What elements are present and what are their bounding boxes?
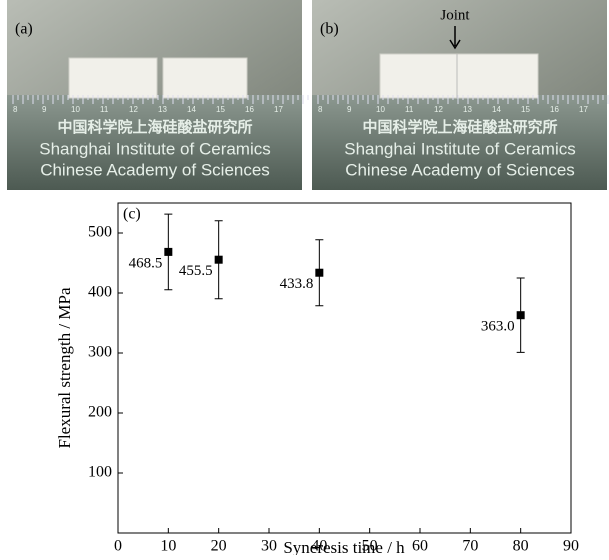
ruler-number: 12 xyxy=(434,105,443,114)
ruler-number: 11 xyxy=(405,105,414,114)
y-tick-label: 500 xyxy=(88,224,112,241)
photo: Joint (b) 8 9 10 11 12 13 14 15 16 17 中国科学院上海硅酸盐研究所 S… xyxy=(312,0,609,190)
ruler-number: 14 xyxy=(492,105,501,114)
x-tick-label: 70 xyxy=(462,538,478,555)
ruler-number: 10 xyxy=(71,105,80,114)
panel-label: (b) xyxy=(320,21,339,38)
ruler-title: 中国科学院上海硅酸盐研究所 xyxy=(362,118,557,136)
y-tick-label: 400 xyxy=(88,284,112,301)
x-tick-label: 60 xyxy=(412,538,428,555)
ruler-number: 17 xyxy=(274,105,283,114)
ruler-number: 8 xyxy=(318,105,323,114)
ruler-number: 8 xyxy=(13,105,18,114)
ceramic-block xyxy=(380,54,538,98)
ruler-number: 11 xyxy=(100,105,109,114)
x-tick-label: 0 xyxy=(114,538,122,555)
annotation: Joint xyxy=(440,7,470,23)
ruler-number: 15 xyxy=(521,105,530,114)
ceramic-block xyxy=(163,58,247,98)
y-tick-label: 200 xyxy=(88,404,112,421)
ruler-number: 13 xyxy=(158,105,167,114)
ruler-number: 17 xyxy=(579,105,588,114)
point xyxy=(164,248,172,256)
ruler-text: Chinese Academy of Sciences xyxy=(345,160,575,179)
x-tick-label: 10 xyxy=(160,538,176,555)
value-label: 455.5 xyxy=(179,263,213,279)
point xyxy=(517,311,525,319)
ruler-number: 15 xyxy=(216,105,225,114)
ruler-number: 9 xyxy=(347,105,352,114)
y-axis-label: Flexural strength / MPa xyxy=(55,287,74,448)
ceramic-block xyxy=(69,58,157,98)
value-label: 468.5 xyxy=(129,255,163,271)
value-label: 363.0 xyxy=(481,319,515,335)
ruler-text: Chinese Academy of Sciences xyxy=(40,160,270,179)
value-label: 433.8 xyxy=(280,276,314,292)
panel-label: (c) xyxy=(123,206,141,223)
photo: (a) 8 9 10 11 12 13 14 15 16 17 中国科学院上海硅酸盐研究所 Shangh… xyxy=(7,0,308,190)
ruler-number: 9 xyxy=(42,105,47,114)
ruler-number: 10 xyxy=(376,105,385,114)
x-axis-label: Syneresis time / h xyxy=(283,538,405,555)
ruler-number: 13 xyxy=(463,105,472,114)
x-tick-label: 40 xyxy=(311,538,327,555)
ruler-number: 14 xyxy=(187,105,196,114)
ruler-text: Shanghai Institute of Ceramics xyxy=(39,139,271,158)
point xyxy=(215,256,223,264)
ruler-number: 16 xyxy=(245,105,254,114)
x-tick-label: 50 xyxy=(362,538,378,555)
x-tick-label: 90 xyxy=(563,538,579,555)
panel-label: (a) xyxy=(15,21,33,38)
ruler-number: 16 xyxy=(550,105,559,114)
y-tick-label: 100 xyxy=(88,464,112,481)
ruler-text: Shanghai Institute of Ceramics xyxy=(344,139,576,158)
x-tick-label: 80 xyxy=(513,538,529,555)
plot-frame xyxy=(118,203,571,533)
ruler-title: 中国科学院上海硅酸盐研究所 xyxy=(57,118,252,136)
figure: (a) 8 9 10 11 12 13 14 15 16 17 中国科学院上海硅酸盐研究所 Shangh… xyxy=(0,0,609,555)
x-tick-label: 30 xyxy=(261,538,277,555)
y-tick-label: 300 xyxy=(88,344,112,361)
point xyxy=(315,269,323,277)
x-tick-label: 20 xyxy=(211,538,227,555)
ruler-number: 12 xyxy=(129,105,138,114)
